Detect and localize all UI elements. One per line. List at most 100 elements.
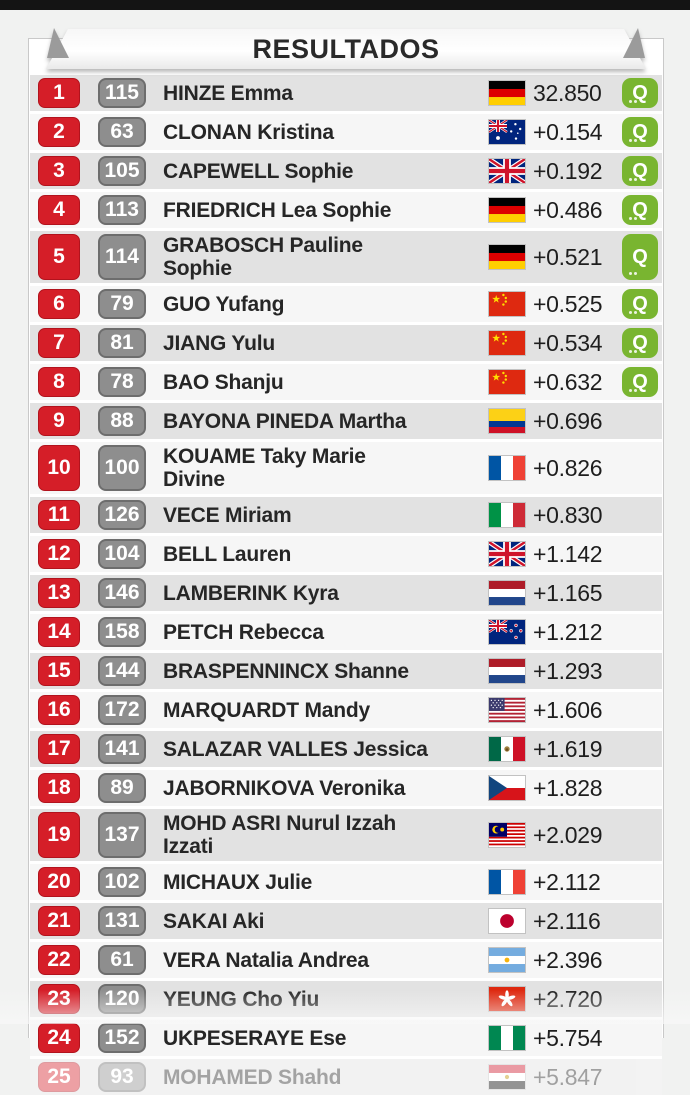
flag-china-icon [488, 330, 526, 356]
result-row: 15 144 BRASPENNINCX Shanne +1.293 [30, 653, 662, 689]
flag-france-icon [488, 869, 526, 895]
time-gap: +0.525 [533, 290, 603, 317]
result-row: 19 137 MOHD ASRI Nurul Izzah Izzati +2.0… [30, 809, 662, 861]
rank-badge: 4 [38, 195, 80, 225]
time-gap: +2.396 [533, 946, 603, 973]
flag-australia-icon [488, 119, 526, 145]
qualified-badge: Q [622, 156, 658, 186]
rank-badge: 20 [38, 867, 80, 897]
bib-number-badge: 89 [98, 773, 146, 803]
result-row: 23 120 YEUNG Cho Yiu +2.720 [30, 981, 662, 1017]
flag-egypt-icon [488, 1064, 526, 1090]
result-row: 3 105 CAPEWELL Sophie +0.192 Q [30, 153, 662, 189]
result-row: 2 63 CLONAN Kristina +0.154 Q [30, 114, 662, 150]
flag-malaysia-icon [488, 822, 526, 848]
time-gap: +5.754 [533, 1024, 603, 1051]
result-row: 22 61 VERA Natalia Andrea +2.396 [30, 942, 662, 978]
bib-number-badge: 141 [98, 734, 146, 764]
bib-number-badge: 88 [98, 406, 146, 436]
result-row: 6 79 GUO Yufang +0.525 Q [30, 286, 662, 322]
flag-great-britain-icon [488, 541, 526, 567]
rank-badge: 1 [38, 78, 80, 108]
rank-badge: 11 [38, 500, 80, 530]
result-row: 21 131 SAKAI Aki +2.116 [30, 903, 662, 939]
result-row: 16 172 MARQUARDT Mandy +1.606 [30, 692, 662, 728]
flag-usa-icon [488, 697, 526, 723]
flag-new-zealand-icon [488, 619, 526, 645]
bib-number-badge: 115 [98, 78, 146, 108]
time-gap: +2.112 [533, 868, 601, 895]
result-row: 4 113 FRIEDRICH Lea Sophie +0.486 Q [30, 192, 662, 228]
time-gap: +2.116 [533, 907, 601, 934]
flag-argentina-icon [488, 947, 526, 973]
results-panel: RESULTADOS 1 115 HINZE Emma 32.850 Q 2 6… [28, 28, 664, 1095]
bib-number-badge: 152 [98, 1023, 146, 1053]
qualified-badge: Q [622, 195, 658, 225]
qualified-badge: Q [622, 367, 658, 397]
rank-badge: 24 [38, 1023, 80, 1053]
rank-badge: 14 [38, 617, 80, 647]
rider-name: UKPESERAYE Ese [163, 1026, 347, 1050]
flag-netherlands-icon [488, 580, 526, 606]
time-gap: +0.486 [533, 196, 603, 223]
time-gap: +0.830 [533, 501, 603, 528]
rider-name: FRIEDRICH Lea Sophie [163, 198, 392, 222]
result-row: 14 158 PETCH Rebecca +1.212 [30, 614, 662, 650]
results-table: 1 115 HINZE Emma 32.850 Q 2 63 CLONAN Kr… [30, 75, 662, 1095]
bib-number-badge: 144 [98, 656, 146, 686]
bib-number-badge: 78 [98, 367, 146, 397]
rider-name: MICHAUX Julie [163, 870, 313, 894]
time-gap: +2.029 [533, 821, 603, 848]
time-gap: +0.192 [533, 157, 603, 184]
flag-japan-icon [488, 908, 526, 934]
bib-number-badge: 100 [98, 445, 146, 491]
bib-number-badge: 63 [98, 117, 146, 147]
rank-badge: 7 [38, 328, 80, 358]
rank-badge: 2 [38, 117, 80, 147]
results-header-ribbon: RESULTADOS [46, 28, 646, 69]
rank-badge: 23 [38, 984, 80, 1014]
time-gap: +0.696 [533, 407, 603, 434]
result-row: 25 93 MOHAMED Shahd +5.847 [30, 1059, 662, 1095]
bib-number-badge: 105 [98, 156, 146, 186]
rider-name: SALAZAR VALLES Jessica [163, 737, 428, 761]
rank-badge: 13 [38, 578, 80, 608]
flag-czechia-icon [488, 775, 526, 801]
top-status-bar [0, 0, 690, 10]
rider-name: BAYONA PINEDA Martha [163, 409, 407, 433]
rank-badge: 22 [38, 945, 80, 975]
result-row: 24 152 UKPESERAYE Ese +5.754 [30, 1020, 662, 1056]
result-row: 9 88 BAYONA PINEDA Martha +0.696 [30, 403, 662, 439]
time-gap: +1.828 [533, 774, 603, 801]
rank-badge: 5 [38, 234, 80, 280]
rider-name: GUO Yufang [163, 292, 285, 316]
rank-badge: 25 [38, 1062, 80, 1092]
result-row: 10 100 KOUAME Taky Marie Divine +0.826 [30, 442, 662, 494]
rank-badge: 6 [38, 289, 80, 319]
bib-number-badge: 146 [98, 578, 146, 608]
rank-badge: 18 [38, 773, 80, 803]
bib-number-badge: 114 [98, 234, 146, 280]
ribbon-fold-left-icon [47, 28, 69, 58]
rider-name: LAMBERINK Kyra [163, 581, 339, 605]
rider-name: JIANG Yulu [163, 331, 275, 355]
rank-badge: 8 [38, 367, 80, 397]
flag-france-icon [488, 455, 526, 481]
flag-hong-kong-icon [488, 986, 526, 1012]
result-row: 18 89 JABORNIKOVA Veronika +1.828 [30, 770, 662, 806]
flag-germany-icon [488, 197, 526, 223]
qualified-badge: Q [622, 78, 658, 108]
time-gap: +1.142 [533, 540, 603, 567]
bib-number-badge: 79 [98, 289, 146, 319]
rider-name: VERA Natalia Andrea [163, 948, 369, 972]
time-gap: 32.850 [533, 79, 602, 106]
bib-number-badge: 104 [98, 539, 146, 569]
rider-name: MOHAMED Shahd [163, 1065, 342, 1089]
page-title: RESULTADOS [252, 33, 440, 64]
result-row: 5 114 GRABOSCH Pauline Sophie +0.521 Q [30, 231, 662, 283]
result-row: 13 146 LAMBERINK Kyra +1.165 [30, 575, 662, 611]
flag-nigeria-icon [488, 1025, 526, 1051]
result-row: 8 78 BAO Shanju +0.632 Q [30, 364, 662, 400]
bib-number-badge: 131 [98, 906, 146, 936]
bib-number-badge: 120 [98, 984, 146, 1014]
